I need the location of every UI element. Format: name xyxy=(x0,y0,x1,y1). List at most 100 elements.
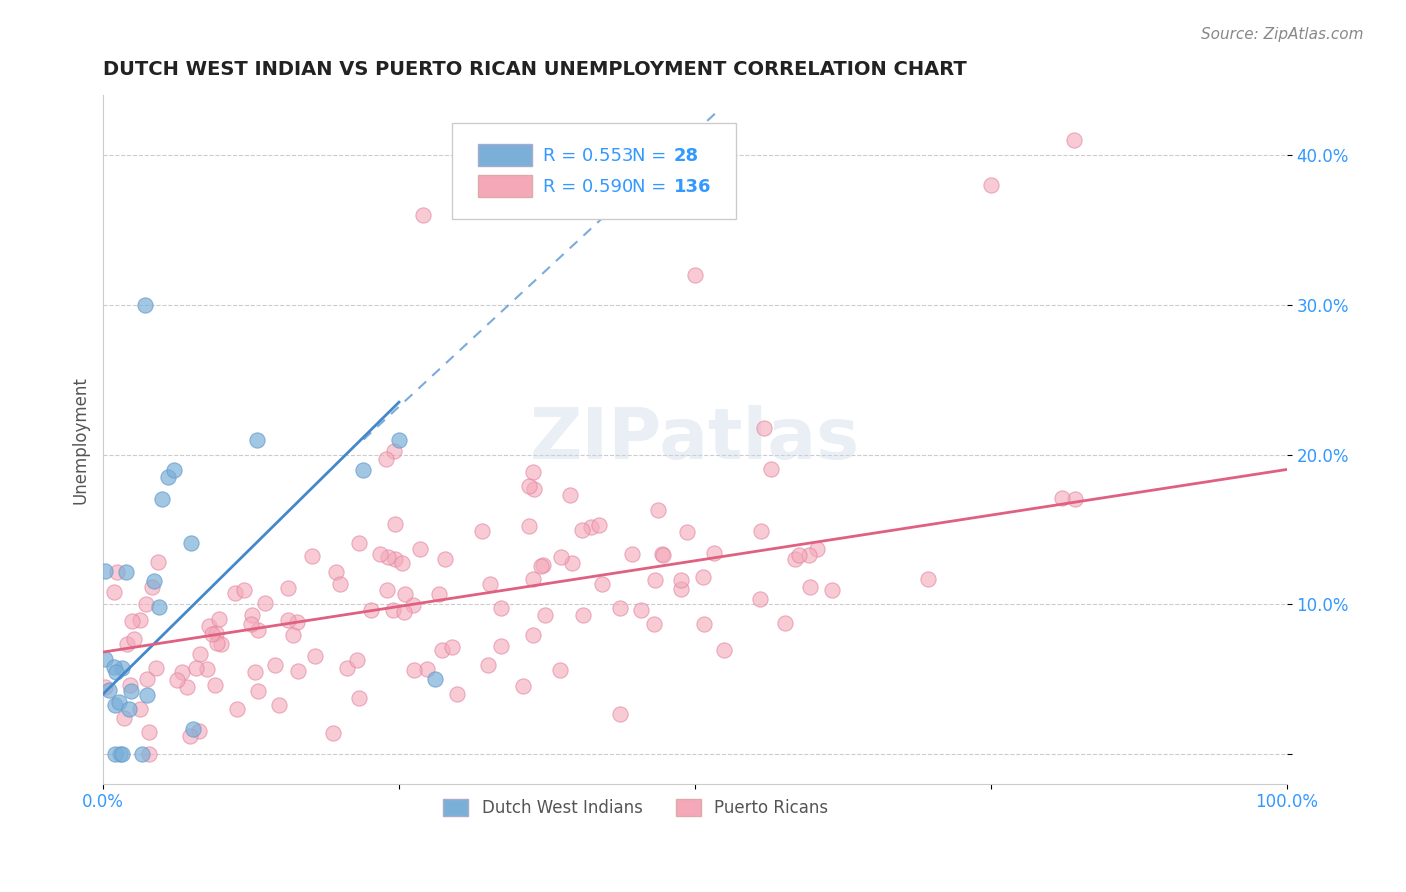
Text: ZIPatlas: ZIPatlas xyxy=(530,405,860,474)
Point xyxy=(129,702,152,716)
Point xyxy=(347,691,370,706)
Point xyxy=(703,546,725,560)
Point xyxy=(752,421,775,435)
Point xyxy=(207,636,229,650)
Point xyxy=(197,618,219,632)
Point xyxy=(141,580,163,594)
Point xyxy=(246,624,269,638)
Point xyxy=(676,524,699,539)
Point xyxy=(163,462,186,476)
Legend: Dutch West Indians, Puerto Ricans: Dutch West Indians, Puerto Ricans xyxy=(436,792,835,823)
Point xyxy=(384,552,406,566)
Point xyxy=(246,433,269,447)
Point xyxy=(209,637,232,651)
Point xyxy=(534,608,557,623)
Point xyxy=(423,672,446,686)
Point xyxy=(558,488,581,502)
Point xyxy=(416,662,439,676)
Point xyxy=(644,573,666,587)
Point xyxy=(148,599,170,614)
Point xyxy=(550,549,572,564)
Point xyxy=(138,725,160,739)
Text: N =: N = xyxy=(633,178,666,196)
Point xyxy=(131,747,153,761)
Point xyxy=(381,603,404,617)
Point xyxy=(121,614,143,628)
Point xyxy=(346,653,368,667)
Point xyxy=(247,684,270,698)
Point xyxy=(135,672,157,686)
Point xyxy=(388,433,411,447)
Point xyxy=(138,747,160,761)
Point xyxy=(522,465,544,479)
Point xyxy=(799,548,821,562)
Point xyxy=(609,600,631,615)
Point xyxy=(427,587,450,601)
Point xyxy=(204,678,226,692)
Point xyxy=(517,519,540,533)
Point xyxy=(281,628,304,642)
Point xyxy=(408,541,430,556)
Point xyxy=(489,639,512,653)
Point xyxy=(671,573,693,587)
Point xyxy=(432,643,454,657)
Point xyxy=(94,564,117,578)
Text: 28: 28 xyxy=(673,147,699,165)
Point xyxy=(110,747,132,761)
Point xyxy=(571,523,593,537)
Point xyxy=(110,661,132,675)
Point xyxy=(239,616,262,631)
Point xyxy=(117,701,139,715)
FancyBboxPatch shape xyxy=(478,175,531,197)
Point xyxy=(135,597,157,611)
Point xyxy=(647,503,669,517)
Point xyxy=(181,722,204,736)
Point xyxy=(713,642,735,657)
Point xyxy=(783,552,806,566)
Point xyxy=(129,613,152,627)
Point xyxy=(412,208,434,222)
Point xyxy=(651,548,673,562)
Point xyxy=(748,592,770,607)
Point xyxy=(103,660,125,674)
Point xyxy=(512,679,534,693)
Point xyxy=(548,663,571,677)
Point xyxy=(440,640,463,654)
Point xyxy=(157,470,180,484)
Point xyxy=(621,547,644,561)
Point xyxy=(122,632,145,647)
Point xyxy=(402,663,425,677)
Point xyxy=(392,605,415,619)
Point xyxy=(761,462,783,476)
Point xyxy=(329,576,352,591)
Point xyxy=(523,482,546,496)
Point xyxy=(471,524,494,539)
Point xyxy=(787,548,810,562)
FancyBboxPatch shape xyxy=(478,145,531,166)
Point xyxy=(377,549,399,564)
Point xyxy=(253,596,276,610)
Point xyxy=(581,520,603,534)
Point xyxy=(301,549,323,563)
Point xyxy=(242,607,264,622)
Point xyxy=(285,615,308,630)
Text: Source: ZipAtlas.com: Source: ZipAtlas.com xyxy=(1201,27,1364,42)
Point xyxy=(980,178,1002,193)
Point xyxy=(136,688,159,702)
Point xyxy=(180,535,202,549)
Point xyxy=(186,660,208,674)
Point xyxy=(195,662,218,676)
Point xyxy=(267,698,290,713)
Point xyxy=(522,572,544,586)
Point xyxy=(382,443,405,458)
Text: DUTCH WEST INDIAN VS PUERTO RICAN UNEMPLOYMENT CORRELATION CHART: DUTCH WEST INDIAN VS PUERTO RICAN UNEMPL… xyxy=(103,60,967,78)
Point xyxy=(1064,491,1087,506)
Point xyxy=(402,598,425,612)
Point xyxy=(1050,491,1073,506)
Point xyxy=(121,684,143,698)
Point xyxy=(683,268,706,282)
Point xyxy=(630,603,652,617)
Point xyxy=(179,729,201,743)
Point xyxy=(115,637,138,651)
Point xyxy=(94,680,117,694)
